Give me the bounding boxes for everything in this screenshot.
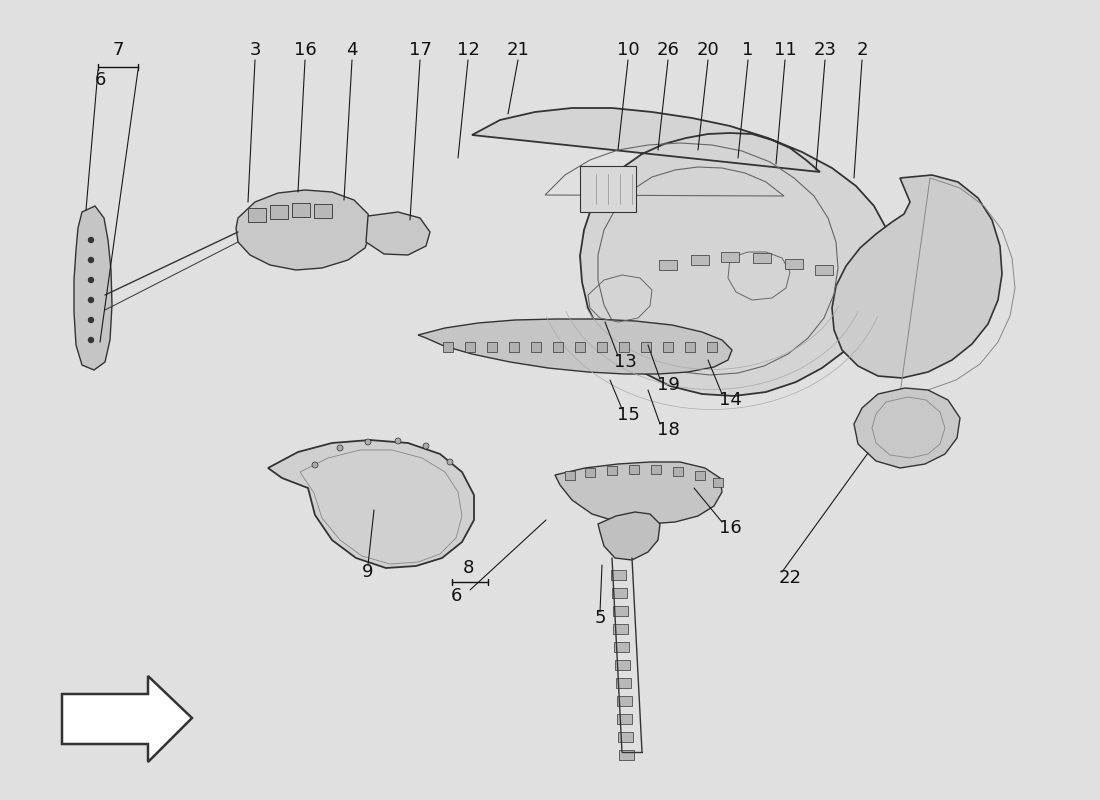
Text: 7: 7 — [112, 41, 123, 59]
Bar — [248, 208, 266, 222]
Bar — [614, 624, 628, 634]
Polygon shape — [74, 206, 112, 370]
Text: 13: 13 — [614, 353, 637, 371]
Text: 8: 8 — [462, 559, 474, 577]
Bar — [691, 255, 710, 265]
Bar — [565, 471, 575, 480]
Bar — [619, 750, 634, 760]
Text: 1: 1 — [742, 41, 754, 59]
Text: 17: 17 — [408, 41, 431, 59]
Bar — [673, 467, 683, 476]
Text: 23: 23 — [814, 41, 836, 59]
Circle shape — [88, 338, 94, 342]
Polygon shape — [832, 175, 1002, 378]
Bar — [612, 588, 627, 598]
Text: 20: 20 — [696, 41, 719, 59]
Text: 15: 15 — [617, 406, 639, 424]
Bar — [314, 204, 332, 218]
Text: 19: 19 — [657, 376, 680, 394]
Bar — [617, 714, 632, 724]
Circle shape — [395, 438, 402, 444]
Text: 12: 12 — [456, 41, 480, 59]
Circle shape — [337, 445, 343, 451]
Bar — [614, 642, 629, 652]
Circle shape — [88, 318, 94, 322]
Circle shape — [424, 443, 429, 449]
Bar — [465, 342, 475, 352]
Bar — [597, 342, 607, 352]
Text: 6: 6 — [95, 71, 106, 89]
Polygon shape — [268, 440, 474, 568]
Text: 5: 5 — [594, 609, 606, 627]
Text: 6: 6 — [450, 587, 462, 605]
Polygon shape — [366, 212, 430, 255]
Circle shape — [88, 298, 94, 302]
Bar — [509, 342, 519, 352]
Bar — [663, 342, 673, 352]
Bar — [617, 696, 631, 706]
Bar — [659, 260, 676, 270]
Bar — [292, 203, 310, 217]
Bar — [616, 678, 630, 688]
Bar — [720, 252, 739, 262]
Polygon shape — [62, 676, 192, 762]
Text: 16: 16 — [718, 519, 741, 537]
Bar — [270, 205, 288, 219]
Text: 16: 16 — [294, 41, 317, 59]
Circle shape — [88, 278, 94, 282]
Polygon shape — [236, 190, 372, 270]
Circle shape — [88, 238, 94, 242]
Bar — [641, 342, 651, 352]
Text: 10: 10 — [617, 41, 639, 59]
Bar — [618, 732, 634, 742]
Text: 26: 26 — [657, 41, 680, 59]
Bar — [695, 471, 705, 480]
Bar — [531, 342, 541, 352]
Circle shape — [365, 439, 371, 445]
Circle shape — [312, 462, 318, 468]
Bar — [619, 342, 629, 352]
Text: 14: 14 — [718, 391, 741, 409]
Bar — [607, 466, 617, 475]
Bar — [487, 342, 497, 352]
Text: 2: 2 — [856, 41, 868, 59]
Text: 4: 4 — [346, 41, 358, 59]
Bar — [785, 259, 803, 269]
Text: 9: 9 — [362, 563, 374, 581]
Bar — [553, 342, 563, 352]
Bar — [629, 465, 639, 474]
Circle shape — [88, 258, 94, 262]
Text: 18: 18 — [657, 421, 680, 439]
Text: 22: 22 — [779, 569, 802, 587]
Bar — [815, 265, 833, 275]
Bar — [615, 660, 630, 670]
Text: 3: 3 — [250, 41, 261, 59]
Text: 11: 11 — [773, 41, 796, 59]
Polygon shape — [418, 319, 732, 374]
FancyBboxPatch shape — [580, 166, 636, 212]
Polygon shape — [854, 388, 960, 468]
Text: 21: 21 — [507, 41, 529, 59]
Circle shape — [447, 459, 453, 465]
Bar — [651, 465, 661, 474]
Bar — [713, 478, 723, 487]
Bar — [585, 468, 595, 477]
Bar — [443, 342, 453, 352]
Polygon shape — [556, 462, 722, 524]
Polygon shape — [598, 512, 660, 560]
Bar — [575, 342, 585, 352]
Bar — [707, 342, 717, 352]
Bar — [685, 342, 695, 352]
Bar — [613, 606, 628, 616]
Bar — [754, 253, 771, 263]
Bar — [610, 570, 626, 580]
Polygon shape — [472, 108, 890, 396]
